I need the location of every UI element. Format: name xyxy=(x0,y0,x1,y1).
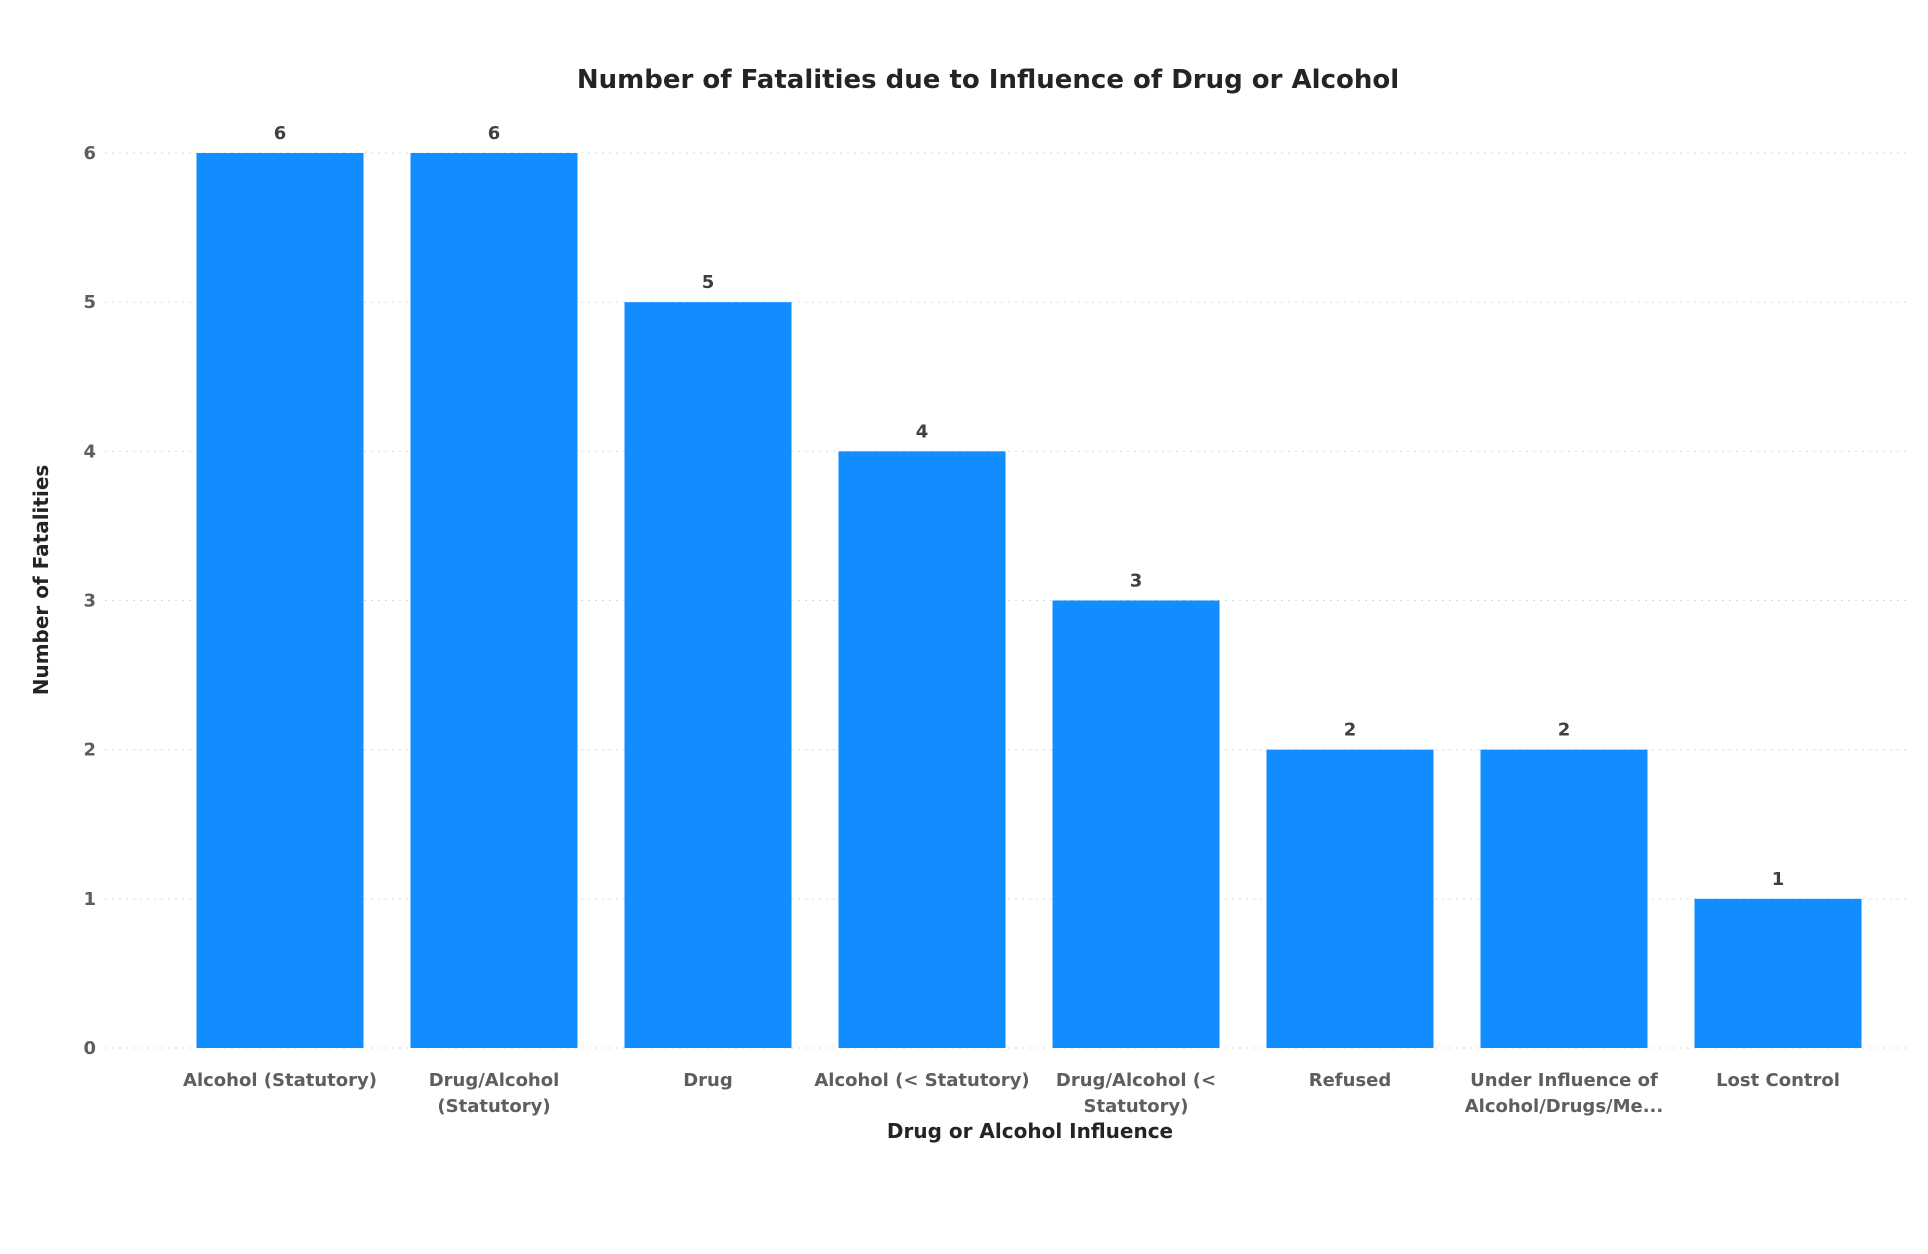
x-axis-ticks: Alcohol (Statutory) Drug/Alcohol (Statutor… xyxy=(183,1070,1840,1117)
x-tick-label-line: Alcohol/Drugs/Me... xyxy=(1465,1096,1664,1117)
data-label: 2 xyxy=(1558,720,1571,741)
y-tick-label: 6 xyxy=(83,143,96,164)
y-tick-label: 3 xyxy=(83,591,96,612)
x-tick-label: Drug xyxy=(683,1070,733,1091)
data-label: 3 xyxy=(1130,571,1143,592)
y-tick-label: 4 xyxy=(83,441,96,462)
data-label: 5 xyxy=(702,272,715,293)
data-label: 6 xyxy=(274,123,287,144)
x-tick-label-line: Statutory) xyxy=(1084,1096,1189,1117)
bar xyxy=(1694,898,1862,1048)
y-tick-label: 2 xyxy=(83,740,96,761)
x-tick-label: Refused xyxy=(1309,1070,1392,1091)
x-tick-label: Under Influence of Alcohol/Drugs/Me... xyxy=(1465,1070,1664,1117)
x-tick-label-line: Drug/Alcohol (< xyxy=(1056,1070,1216,1091)
bar xyxy=(196,153,364,1048)
bar xyxy=(1266,749,1434,1048)
y-axis-title: Number of Fatalities xyxy=(29,465,53,696)
x-tick-label: Alcohol (< Statutory) xyxy=(814,1070,1029,1091)
x-axis-title: Drug or Alcohol Influence xyxy=(887,1119,1173,1143)
y-tick-label: 1 xyxy=(83,889,96,910)
bar xyxy=(1052,600,1220,1048)
x-tick-label-line: Lost Control xyxy=(1716,1070,1840,1091)
y-tick-label: 0 xyxy=(83,1038,96,1059)
chart-title: Number of Fatalities due to Influence of… xyxy=(577,65,1399,95)
data-labels: 6 6 5 4 3 2 2 1 xyxy=(274,123,1785,890)
x-tick-label: Drug/Alcohol (< Statutory) xyxy=(1056,1070,1216,1117)
data-label: 2 xyxy=(1344,720,1357,741)
data-label: 1 xyxy=(1772,869,1785,890)
x-tick-label-line: Drug xyxy=(683,1070,733,1091)
x-tick-label: Alcohol (Statutory) xyxy=(183,1070,377,1091)
x-tick-label-line: Under Influence of xyxy=(1470,1070,1658,1091)
y-axis-ticks: 0 1 2 3 4 5 6 xyxy=(83,143,96,1059)
bar xyxy=(838,451,1006,1048)
bar xyxy=(1480,749,1648,1048)
x-tick-label-line: Drug/Alcohol xyxy=(429,1070,560,1091)
bar xyxy=(410,153,578,1048)
data-label: 4 xyxy=(916,421,929,442)
x-tick-label-line: Refused xyxy=(1309,1070,1392,1091)
x-tick-label: Drug/Alcohol (Statutory) xyxy=(429,1070,560,1117)
bars xyxy=(196,153,1862,1049)
x-tick-label-line: Alcohol (Statutory) xyxy=(183,1070,377,1091)
y-tick-label: 5 xyxy=(83,292,96,313)
bar xyxy=(624,302,792,1049)
data-label: 6 xyxy=(488,123,501,144)
x-tick-label-line: Alcohol (< Statutory) xyxy=(814,1070,1029,1091)
x-tick-label-line: (Statutory) xyxy=(437,1096,550,1117)
x-tick-label: Lost Control xyxy=(1716,1070,1840,1091)
